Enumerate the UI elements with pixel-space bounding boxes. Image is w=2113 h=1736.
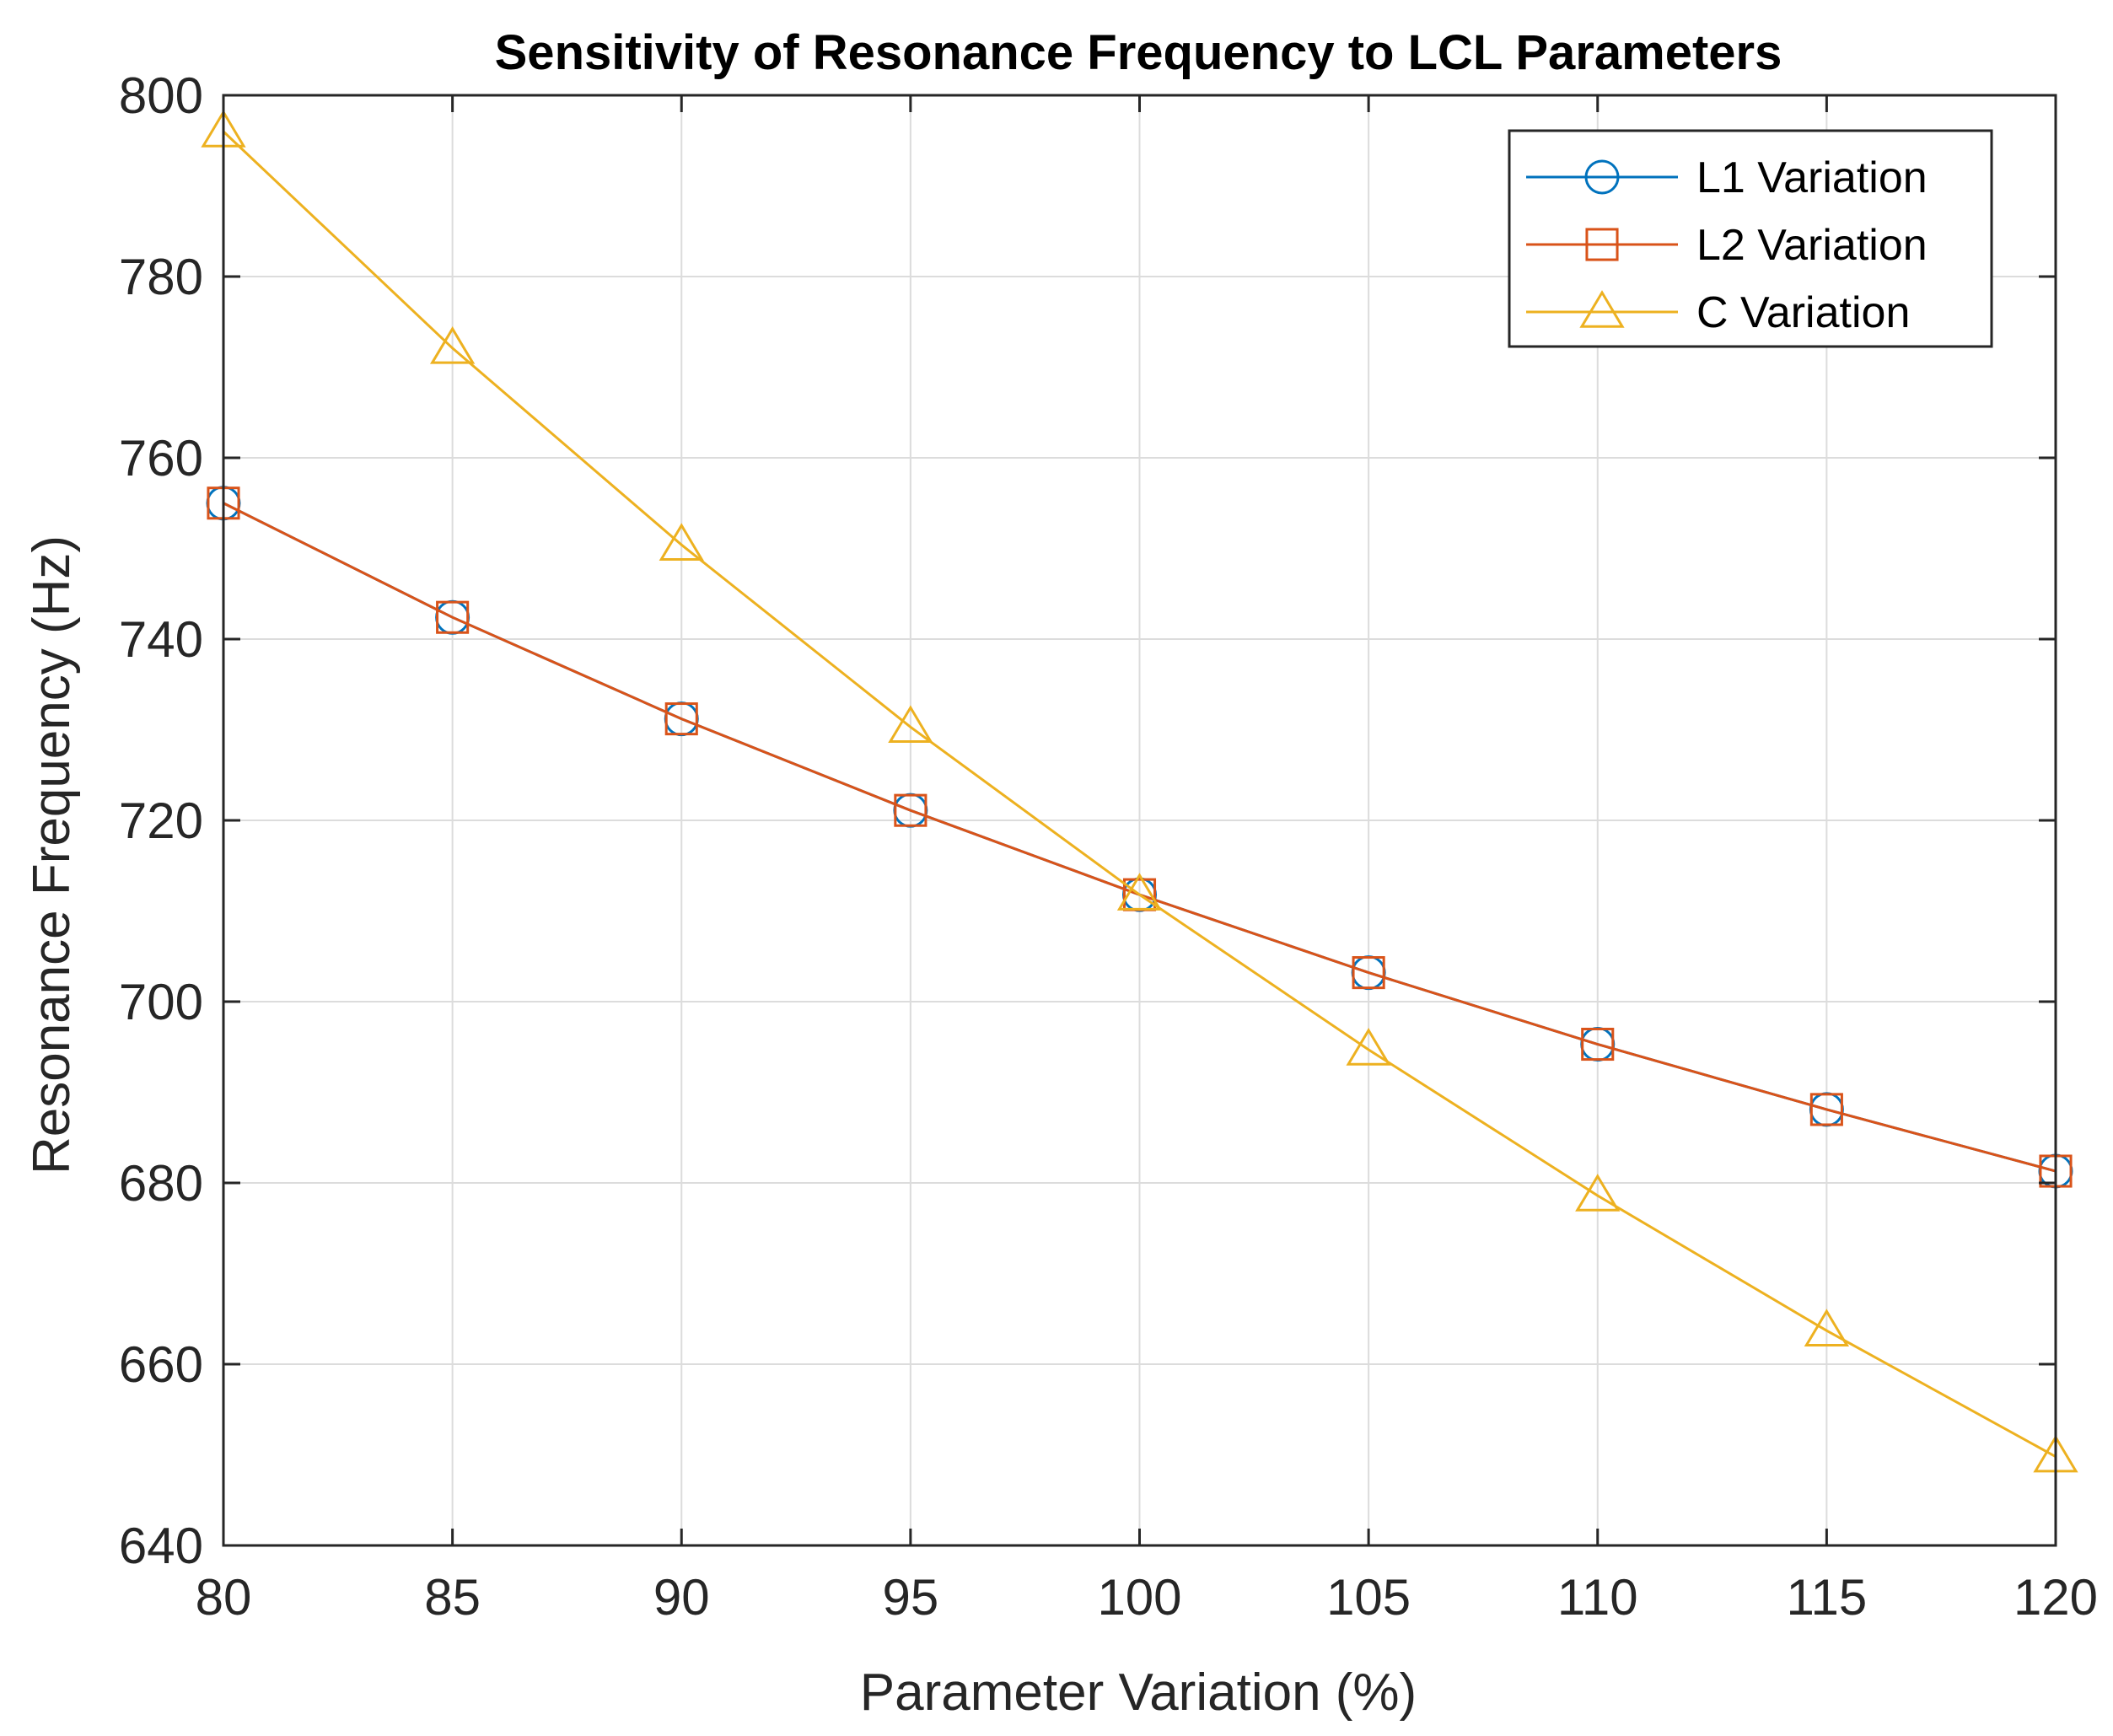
data-point-triangle bbox=[1575, 1174, 1621, 1212]
y-tick-label: 660 bbox=[119, 1336, 203, 1393]
y-tick-label: 680 bbox=[119, 1155, 203, 1212]
data-point-triangle bbox=[1804, 1309, 1850, 1346]
y-tick-label: 720 bbox=[119, 793, 203, 849]
legend: L1 Variation L2 Variation C Variation bbox=[1508, 129, 1993, 348]
axis-ticks: 80 85 90 95 100 105 110 115 120 640 660 680 700 720 74… bbox=[119, 67, 2098, 1626]
legend-square-icon bbox=[1585, 228, 1619, 261]
y-tick-label: 760 bbox=[119, 430, 203, 486]
series-line bbox=[222, 130, 2057, 1458]
legend-triangle-icon bbox=[1579, 290, 1625, 328]
data-point-square bbox=[1352, 956, 1385, 990]
x-axis-label: Parameter Variation (%) bbox=[860, 1663, 1417, 1722]
legend-circle-icon bbox=[1584, 159, 1620, 195]
y-tick-label: 700 bbox=[119, 974, 203, 1030]
y-axis-label: Resonance Frequency (Hz) bbox=[23, 535, 81, 1174]
legend-item: L2 Variation bbox=[1526, 221, 1928, 270]
y-tick-label: 740 bbox=[119, 611, 203, 668]
x-tick-label: 105 bbox=[1326, 1569, 1411, 1626]
y-tick-label: 640 bbox=[119, 1518, 203, 1574]
data-point-triangle bbox=[888, 705, 933, 744]
data-point-triangle bbox=[1116, 873, 1163, 911]
x-tick-label: 95 bbox=[883, 1569, 939, 1626]
x-tick-label: 80 bbox=[196, 1569, 252, 1626]
x-tick-label: 115 bbox=[1787, 1569, 1868, 1626]
data-point-square bbox=[1809, 1093, 1843, 1126]
x-tick-label: 120 bbox=[2014, 1569, 2098, 1626]
legend-label: C Variation bbox=[1696, 288, 1910, 337]
data-point-triangle bbox=[1346, 1028, 1391, 1066]
data-point-square bbox=[894, 793, 927, 827]
data-point-square bbox=[664, 702, 698, 736]
x-tick-label: 110 bbox=[1557, 1569, 1638, 1626]
legend-label: L1 Variation bbox=[1696, 153, 1928, 202]
legend-label: L2 Variation bbox=[1696, 221, 1928, 270]
data-point-triangle bbox=[659, 523, 704, 561]
legend-item: L1 Variation bbox=[1526, 153, 1928, 202]
x-tick-label: 100 bbox=[1097, 1569, 1181, 1626]
legend-item: C Variation bbox=[1526, 288, 1910, 337]
data-point-triangle bbox=[429, 325, 476, 364]
y-tick-label: 800 bbox=[119, 67, 203, 124]
x-tick-label: 85 bbox=[424, 1569, 481, 1626]
y-tick-label: 780 bbox=[119, 249, 203, 305]
chart-title: Sensitivity of Resonance Frequency to LC… bbox=[495, 25, 1782, 80]
data-point-square bbox=[1581, 1027, 1615, 1061]
data-point-square bbox=[436, 600, 470, 634]
x-tick-label: 90 bbox=[653, 1569, 710, 1626]
